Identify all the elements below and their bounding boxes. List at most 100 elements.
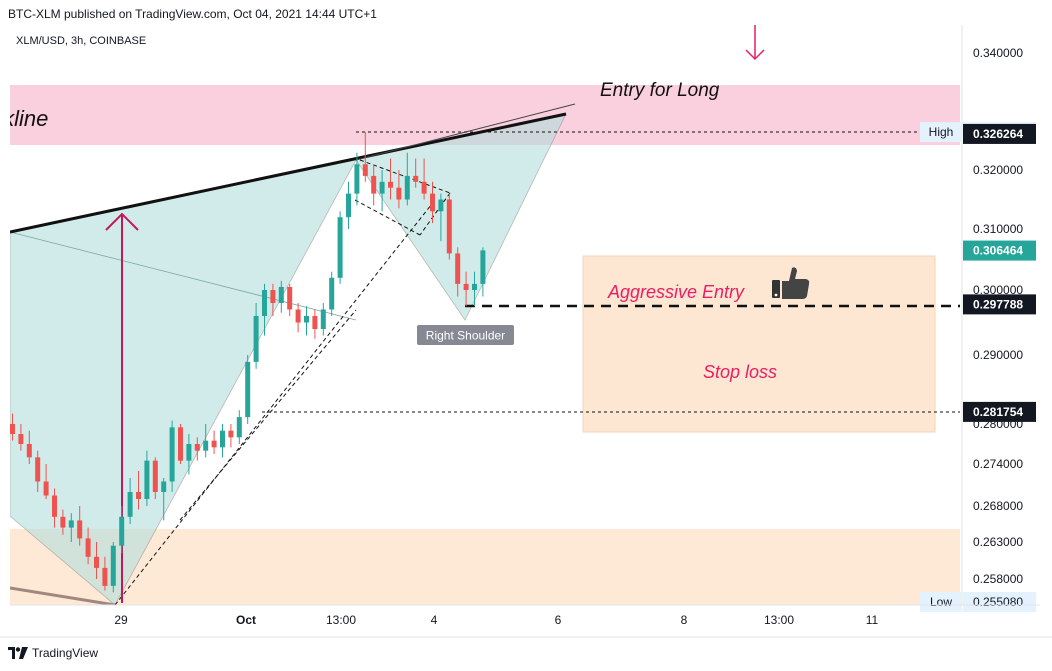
price-label-stop: 0.281754: [973, 405, 1023, 419]
neckline-label: Neckline: [0, 106, 48, 131]
candle-body: [110, 545, 116, 586]
time-tick-label: 4: [431, 613, 438, 627]
candle: [396, 170, 402, 209]
candle: [295, 303, 301, 333]
price-tick-label: 0.320000: [973, 163, 1023, 177]
candle: [362, 132, 368, 182]
neckline-trendline: [10, 112, 567, 234]
candle-body: [329, 277, 335, 310]
footer-brand: TradingView: [32, 646, 99, 660]
candle-body: [388, 181, 393, 188]
candle-body: [94, 556, 99, 568]
price-label-bg: [963, 123, 1036, 144]
candle-body: [85, 538, 91, 557]
candle: [203, 424, 209, 458]
candle: [371, 164, 377, 206]
candle-body: [68, 520, 74, 528]
candle-body: [320, 309, 326, 329]
price-tick-label: 0.258000: [973, 572, 1023, 586]
candle: [270, 283, 276, 316]
candle: [194, 437, 200, 461]
candle-body: [194, 444, 200, 451]
candle-body: [178, 427, 183, 461]
price-label-prefix: Low: [930, 595, 952, 609]
candle: [161, 478, 167, 521]
candle-body: [371, 175, 377, 194]
candle: [463, 271, 469, 307]
candle-body: [421, 181, 427, 194]
candle: [446, 193, 452, 260]
time-tick-label: 29: [114, 613, 128, 627]
price-label-bg: [963, 401, 1036, 422]
price-label-prefix-bg: [920, 122, 962, 143]
price-tick-label: 0.268000: [973, 499, 1023, 513]
candle: [77, 506, 83, 546]
published-caption: BTC-XLM published on TradingView.com, Oc…: [8, 7, 377, 21]
down-arrow-head: [745, 49, 765, 61]
time-tick-label: Oct: [236, 613, 256, 627]
candle: [245, 355, 251, 424]
entry-for-long-label: Entry for Long: [600, 80, 720, 101]
candle: [35, 450, 41, 492]
candle-body: [203, 440, 209, 451]
time-tick-label: 13:00: [764, 613, 794, 627]
candle: [136, 471, 141, 510]
candle-series: [10, 132, 486, 593]
candle-body: [413, 175, 419, 182]
candle: [404, 152, 410, 206]
candle: [178, 424, 183, 464]
brown-line: [10, 586, 116, 605]
candle: [110, 542, 116, 593]
candle: [262, 283, 267, 336]
candle: [329, 271, 335, 316]
price-label-bg: [963, 294, 1036, 315]
channel-line-lower: [114, 199, 436, 605]
channel-line-upper: [179, 309, 357, 521]
candle: [388, 158, 393, 200]
candle: [236, 410, 242, 444]
candle: [304, 306, 309, 336]
candle-body: [245, 361, 251, 418]
price-label-bg: [963, 592, 1036, 612]
price-label-line: 0.326264: [973, 127, 1023, 141]
candle-body: [262, 290, 267, 316]
candle: [287, 283, 293, 316]
candle: [52, 488, 57, 528]
candle: [127, 478, 133, 524]
candle: [438, 193, 444, 242]
time-axis[interactable]: 29 Oct 13:00 4 6 8 13:00 11: [114, 613, 878, 627]
candle-body: [211, 440, 217, 448]
candle-body: [312, 316, 318, 329]
right-shoulder-tag: [417, 325, 514, 345]
candle-body: [430, 193, 435, 212]
price-label-bg: [963, 240, 1036, 261]
candle-body: [35, 457, 41, 482]
thumbs-up-icon: [772, 267, 810, 299]
flag-line-3: [419, 192, 451, 236]
candle: [320, 303, 326, 336]
candle: [253, 303, 259, 369]
candle: [119, 506, 125, 554]
candle-body: [161, 481, 167, 492]
price-label-last: 0.306464: [973, 244, 1023, 258]
stop-loss-zone: [582, 255, 936, 433]
candle-body: [396, 187, 402, 200]
candle-body: [480, 250, 486, 284]
candle-body: [354, 164, 360, 194]
candle: [379, 170, 385, 212]
candle: [94, 542, 99, 579]
price-labels: High0.3265730.3262640.3064640.2977880.28…: [920, 122, 1036, 612]
price-tick-label: 0.290000: [973, 348, 1023, 362]
candle-body: [102, 567, 108, 586]
candle: [60, 509, 66, 535]
candle-body: [43, 481, 49, 496]
candle: [186, 434, 192, 475]
candle-body: [127, 492, 133, 517]
candle-body: [287, 286, 293, 310]
support-zone: [10, 529, 960, 605]
candle-body: [472, 283, 477, 290]
candle-body: [362, 164, 368, 176]
candle: [413, 158, 419, 188]
target-arrow-head: [105, 212, 139, 231]
